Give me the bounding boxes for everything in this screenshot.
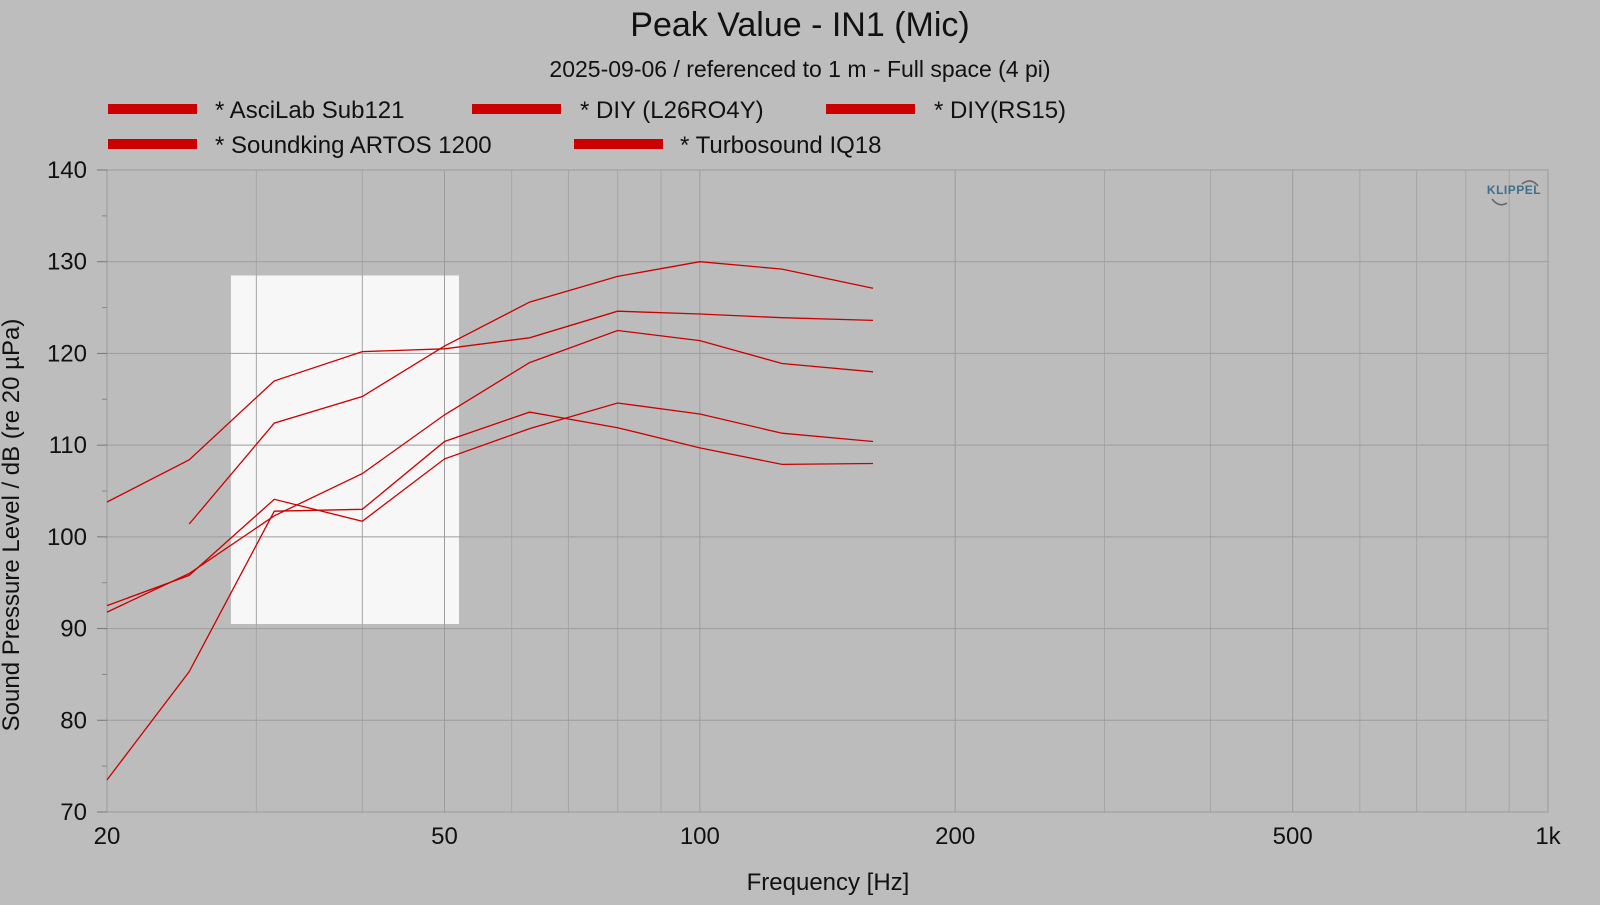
- series-line: [188, 261, 874, 525]
- legend-swatch: [108, 139, 197, 149]
- x-tick-label: 100: [680, 823, 720, 850]
- series-line: [106, 329, 874, 613]
- legend-swatch: [108, 104, 197, 114]
- chart-title: Peak Value - IN1 (Mic): [630, 6, 969, 44]
- series-line: [106, 402, 874, 607]
- logo-text: KLIPPEL: [1487, 183, 1541, 197]
- legend-label: * DIY (L26RO4Y): [580, 97, 764, 124]
- legend-label: * Turbosound IQ18: [680, 132, 881, 159]
- y-tick-label: 120: [47, 340, 87, 367]
- y-tick-label: 130: [47, 249, 87, 276]
- x-tick-label: 50: [431, 823, 458, 850]
- y-tick-label: 100: [47, 524, 87, 551]
- x-tick-label: 200: [935, 823, 975, 850]
- x-axis-label: Frequency [Hz]: [747, 869, 910, 896]
- klippel-logo: KLIPPEL: [1487, 180, 1541, 206]
- highlight-region: [230, 275, 459, 624]
- legend-label: * AsciLab Sub121: [215, 97, 404, 124]
- plot-area: 20 50 100 200 500 1k 70 80 90 100 110 120 130 140: [47, 157, 1562, 850]
- x-tick-label: 500: [1273, 823, 1313, 850]
- y-axis-label: Sound Pressure Level / dB (re 20 µPa): [0, 319, 25, 732]
- legend-label: * Soundking ARTOS 1200: [215, 132, 492, 159]
- chart-subtitle: 2025-09-06 / referenced to 1 m - Full sp…: [549, 56, 1050, 82]
- series-line: [106, 411, 874, 781]
- legend-swatch: [826, 104, 915, 114]
- y-tick-label: 70: [60, 799, 87, 826]
- legend: * AsciLab Sub121 * DIY (L26RO4Y) * DIY(RS1…: [108, 97, 1066, 159]
- x-tick-label: 1k: [1535, 823, 1561, 850]
- legend-label: * DIY(RS15): [934, 97, 1066, 124]
- series-line: [106, 310, 874, 503]
- legend-swatch: [574, 139, 663, 149]
- logo-swoosh-top: [1521, 180, 1539, 187]
- y-tick-label: 110: [49, 432, 87, 459]
- x-tick-label: 20: [94, 823, 121, 850]
- legend-swatch: [472, 104, 561, 114]
- y-tick-label: 90: [60, 616, 87, 643]
- y-tick-label: 80: [60, 707, 87, 734]
- logo-swoosh: [1491, 198, 1508, 206]
- y-tick-label: 140: [47, 157, 87, 184]
